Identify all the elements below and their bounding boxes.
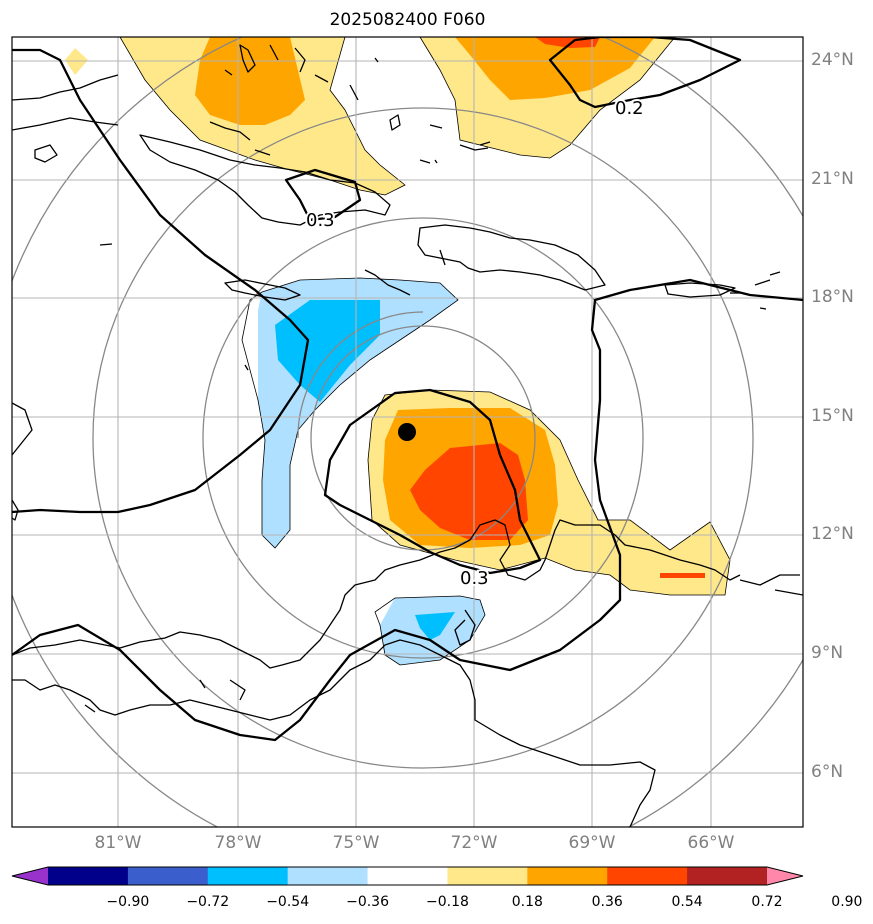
lon-label: 66°W [687, 833, 735, 853]
colorbar-segment [127, 867, 209, 885]
contour-label: 0.2 [615, 98, 644, 119]
thin-contour-lines [119, 37, 731, 666]
colorbar-tick-label: −0.72 [186, 894, 230, 910]
colorbar-segment [527, 867, 608, 885]
lat-label: 18°N [811, 287, 854, 307]
map-frame [11, 36, 804, 828]
map-plot: 0.2 0.3 0.3 [11, 36, 804, 828]
colorbar-tick-label: −0.54 [266, 894, 310, 910]
contour-label: 0.3 [306, 210, 335, 231]
colorbar [11, 866, 804, 886]
lat-label: 9°N [811, 643, 844, 663]
thick-contour-lines [12, 37, 803, 742]
colorbar-tick-label: 0.54 [671, 894, 703, 910]
colorbar-tick-label: 0.18 [511, 894, 543, 910]
colorbar-tick-label: 0.90 [831, 894, 863, 910]
lon-label: 69°W [568, 833, 616, 853]
colorbar-extend-high [767, 867, 803, 885]
colorbar-segment [687, 867, 768, 885]
colorbar-outline [11, 866, 804, 886]
lon-label: 72°W [450, 833, 498, 853]
lon-label: 75°W [332, 833, 380, 853]
colorbar-tick-label: −0.36 [346, 894, 389, 910]
colorbar-segment [48, 867, 129, 885]
colorbar-segment [447, 867, 528, 885]
graticule [12, 37, 803, 827]
colorbar-segment [287, 867, 369, 885]
lon-label: 78°W [214, 833, 262, 853]
lat-label: 15°N [811, 406, 854, 426]
lat-label: 21°N [811, 169, 854, 189]
lat-label: 24°N [811, 50, 854, 70]
coastlines [12, 44, 803, 827]
colorbar-segment [607, 867, 688, 885]
range-rings [12, 37, 803, 827]
map-title: 2025082400 F060 [329, 10, 486, 30]
colorbar-tick-label: 0.72 [751, 894, 783, 910]
lat-label: 6°N [811, 762, 844, 782]
colorbar-tick-label: 0.36 [591, 894, 623, 910]
lat-label: 12°N [811, 524, 854, 544]
colorbar-extend-low [12, 867, 48, 885]
colorbar-tick-label: −0.18 [425, 894, 469, 910]
storm-center-marker [398, 423, 416, 441]
lon-label: 81°W [94, 833, 142, 853]
colorbar-segment [367, 867, 448, 885]
colorbar-segment [207, 867, 289, 885]
colorbar-tick-label: −0.90 [106, 894, 150, 910]
contour-label: 0.3 [460, 568, 489, 589]
